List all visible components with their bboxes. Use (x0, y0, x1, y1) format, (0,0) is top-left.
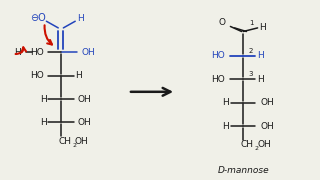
Text: OH: OH (75, 137, 88, 146)
Text: O: O (219, 18, 226, 27)
Text: ⊖O: ⊖O (30, 13, 46, 23)
Text: H: H (40, 94, 47, 103)
Text: H: H (259, 22, 266, 32)
Text: H: H (14, 48, 21, 57)
Text: H: H (257, 51, 264, 60)
Text: 2: 2 (248, 48, 252, 54)
Text: H: H (75, 71, 82, 80)
Text: 2: 2 (255, 146, 259, 151)
Text: HO: HO (211, 75, 224, 84)
Text: H: H (76, 14, 84, 22)
Text: CH: CH (241, 140, 253, 149)
Text: OH: OH (78, 118, 92, 127)
Text: 1: 1 (249, 20, 253, 26)
Text: HO: HO (211, 51, 224, 60)
Text: H: H (40, 118, 47, 127)
Text: H: H (222, 122, 229, 130)
Text: OH: OH (260, 98, 274, 107)
Text: D-mannose: D-mannose (217, 166, 269, 175)
Text: OH: OH (257, 140, 271, 149)
Text: CH: CH (58, 137, 71, 146)
Text: OH: OH (81, 48, 95, 57)
Text: HO: HO (30, 48, 44, 57)
Text: OH: OH (78, 94, 92, 103)
Text: H: H (222, 98, 229, 107)
Text: HO: HO (30, 71, 44, 80)
Text: 3: 3 (248, 71, 252, 77)
Text: OH: OH (260, 122, 274, 130)
Text: H: H (257, 75, 264, 84)
Text: 2: 2 (73, 143, 76, 148)
